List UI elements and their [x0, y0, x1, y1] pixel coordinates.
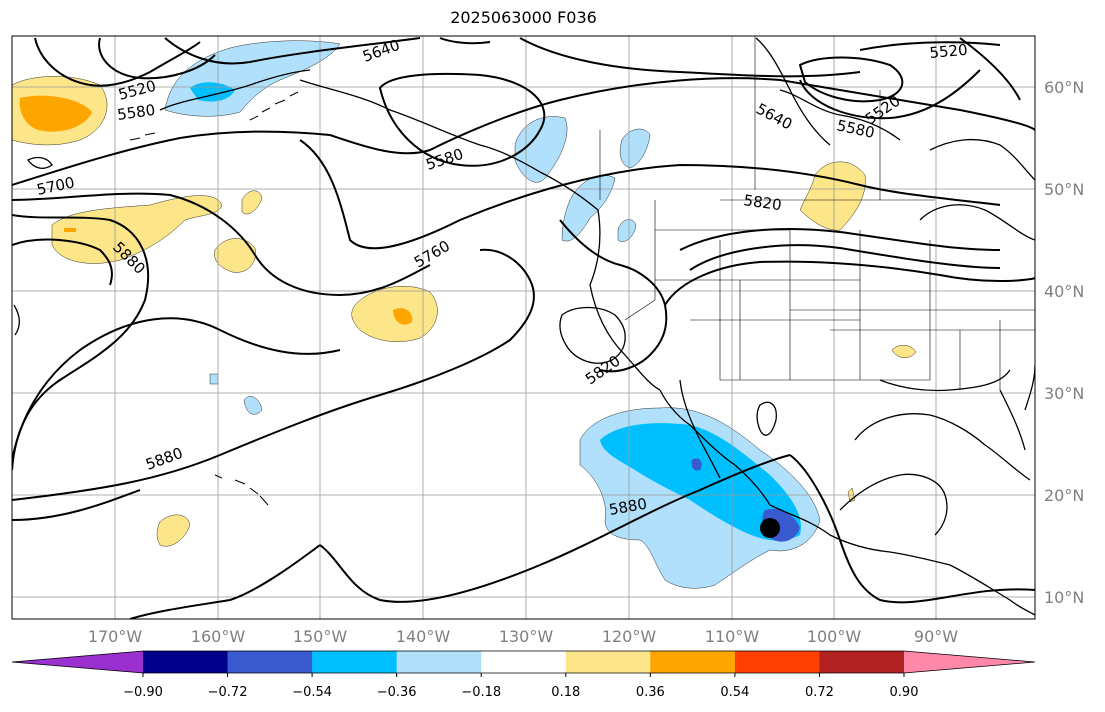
positive-shade-region: [156, 514, 191, 547]
colorbar-bin: [312, 651, 398, 673]
colorbar-tick-label: 0.54: [720, 685, 749, 700]
colorbar-bin: [481, 651, 567, 673]
colorbar-bin: [143, 651, 229, 673]
colorbar-tick-label: −0.90: [123, 685, 163, 700]
state-borders: [599, 36, 1035, 390]
contour-label: 5820: [742, 191, 782, 214]
lat-label: 50°N: [1044, 180, 1084, 199]
negative-shade-region: [243, 396, 263, 415]
colorbar-tick-label: −0.54: [292, 685, 332, 700]
map-title: 2025063000 F036: [450, 8, 597, 27]
colorbar-bin: [565, 651, 651, 673]
lon-label: 110°W: [705, 627, 760, 646]
lat-label: 60°N: [1044, 78, 1084, 97]
positive-shade-region: [799, 161, 866, 231]
contour-label: 5580: [116, 101, 156, 124]
positive-shade-region: [393, 308, 413, 325]
positive-shade-region: [19, 95, 92, 132]
strong-negative-dot: [760, 518, 780, 538]
colorbar-tick-label: 0.72: [805, 685, 834, 700]
lat-label: 30°N: [1044, 384, 1084, 403]
colorbar-bin: [396, 651, 482, 673]
lon-label: 90°W: [914, 627, 958, 646]
contour-label: 5520: [929, 41, 969, 62]
lon-label: 140°W: [396, 627, 451, 646]
negative-shade-region: [617, 219, 637, 242]
positive-shade-region: [241, 190, 263, 215]
lat-label: 10°N: [1044, 588, 1084, 607]
colorbar-bin: [650, 651, 736, 673]
colorbar-bin: [734, 651, 820, 673]
negative-shade-region: [209, 373, 219, 385]
lon-label: 160°W: [191, 627, 246, 646]
contour-labels: 5640 5520 5580 5700 5880 5580 5760 5820 …: [35, 36, 968, 519]
colorbar-tick-label: −0.36: [377, 685, 417, 700]
colorbar-extend-low: [12, 651, 143, 673]
colorbar-tick-label: −0.72: [208, 685, 248, 700]
colorbar-tick-label: 0.18: [551, 685, 580, 700]
lon-label: 100°W: [807, 627, 862, 646]
colorbar-bin: [819, 651, 905, 673]
coastlines: [13, 37, 1035, 616]
latitude-labels: 60°N 50°N 40°N 30°N 20°N 10°N: [1044, 78, 1084, 607]
islands: [129, 91, 299, 506]
positive-shade-region: [891, 345, 917, 358]
positive-shade-region: [64, 228, 76, 232]
negative-shade-region: [600, 423, 801, 541]
map-frame: [11, 35, 1036, 620]
lat-label: 20°N: [1044, 486, 1084, 505]
lat-label: 40°N: [1044, 282, 1084, 301]
lon-label: 120°W: [602, 627, 657, 646]
height-contours: [12, 37, 1035, 619]
colorbar-tick-label: 0.90: [890, 685, 919, 700]
lon-label: 170°W: [88, 627, 143, 646]
lon-label: 150°W: [293, 627, 348, 646]
colorbar-bin: [227, 651, 313, 673]
negative-shade-region: [619, 128, 651, 169]
colorbar-tick-label: 0.36: [636, 685, 665, 700]
negative-shade-region: [691, 458, 702, 471]
colorbar-tick-label: −0.18: [461, 685, 501, 700]
longitude-labels: 170°W 160°W 150°W 140°W 130°W 120°W 110°…: [88, 627, 958, 646]
colorbar: −0.90 −0.72 −0.54 −0.36 −0.18 0.18 0.36 0.54 0.7…: [11, 650, 1036, 700]
colorbar-extend-high: [904, 651, 1035, 673]
lon-label: 130°W: [499, 627, 554, 646]
